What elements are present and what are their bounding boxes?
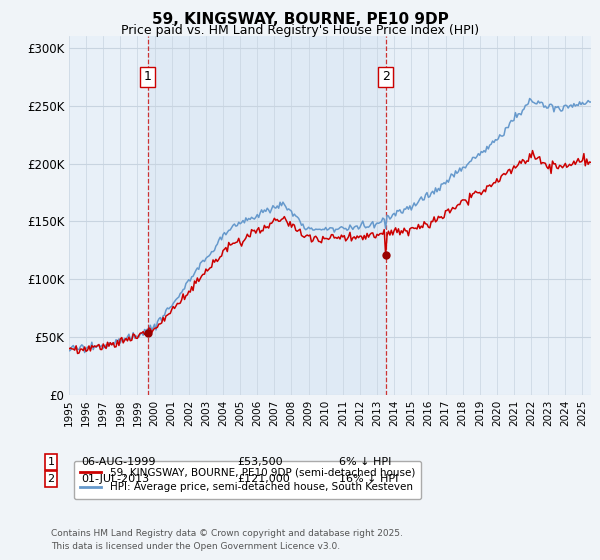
Text: 2: 2 xyxy=(382,71,389,83)
Text: 01-JUL-2013: 01-JUL-2013 xyxy=(81,474,149,484)
Text: 06-AUG-1999: 06-AUG-1999 xyxy=(81,457,155,467)
Text: Price paid vs. HM Land Registry's House Price Index (HPI): Price paid vs. HM Land Registry's House … xyxy=(121,24,479,36)
Text: 16% ↓ HPI: 16% ↓ HPI xyxy=(339,474,398,484)
Text: £53,500: £53,500 xyxy=(237,457,283,467)
Text: 2: 2 xyxy=(47,474,55,484)
Bar xyxy=(148,36,386,395)
Text: 6% ↓ HPI: 6% ↓ HPI xyxy=(339,457,391,467)
Text: Contains HM Land Registry data © Crown copyright and database right 2025.
This d: Contains HM Land Registry data © Crown c… xyxy=(51,529,403,550)
Text: £121,000: £121,000 xyxy=(237,474,290,484)
Text: 1: 1 xyxy=(143,71,151,83)
Legend: 59, KINGSWAY, BOURNE, PE10 9DP (semi-detached house), HPI: Average price, semi-d: 59, KINGSWAY, BOURNE, PE10 9DP (semi-det… xyxy=(74,461,421,498)
Text: 1: 1 xyxy=(47,457,55,467)
Text: 59, KINGSWAY, BOURNE, PE10 9DP: 59, KINGSWAY, BOURNE, PE10 9DP xyxy=(152,12,448,27)
